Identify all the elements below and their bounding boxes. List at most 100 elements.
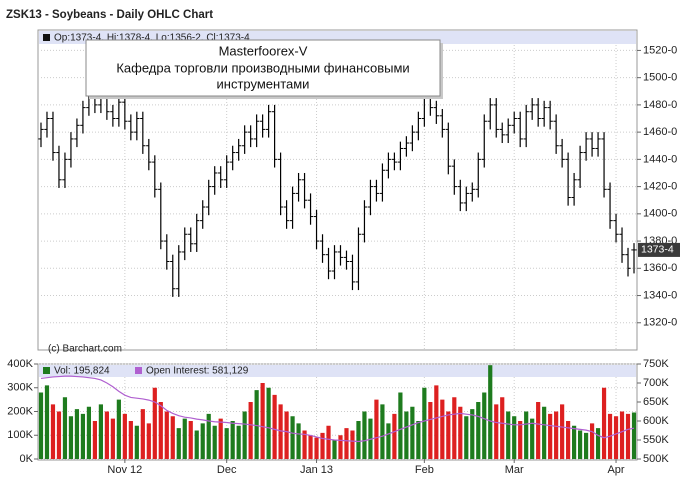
y2-tick-label: 500K <box>643 453 669 465</box>
volume-bar <box>476 402 481 459</box>
x-tick-label: Dec <box>217 464 237 476</box>
last-price-box <box>638 242 680 257</box>
chart-title: ZSK13 - Soybeans - Daily OHLC Chart <box>6 9 213 21</box>
volume-bar <box>86 406 92 459</box>
volume-bar <box>536 402 541 459</box>
volume-bar <box>464 416 469 459</box>
y-tick-label: 400K <box>7 358 33 370</box>
volume-bar <box>422 387 427 459</box>
y2-tick-label: 750K <box>643 358 669 370</box>
volume-bar <box>38 392 44 459</box>
volume-bar <box>218 418 223 459</box>
volume-bar <box>194 430 199 459</box>
volume-bar <box>488 365 493 459</box>
volume-bar <box>625 413 631 459</box>
volume-bar <box>530 418 535 459</box>
volume-bar <box>350 430 355 459</box>
volume-bar <box>152 387 157 459</box>
annotation-line: Кафедра торговли производными финансовым… <box>116 60 409 75</box>
annotation-title: Masterfoorex-V <box>219 43 308 58</box>
x-tick-label: Jan 13 <box>300 464 333 476</box>
volume-bar <box>122 413 127 459</box>
x-tick-label: Apr <box>607 464 624 476</box>
volume-bar <box>302 430 307 459</box>
oi-legend-swatch <box>135 367 142 374</box>
volume-bar <box>44 385 50 459</box>
y-tick-label: 300K <box>7 382 33 394</box>
volume-bar <box>140 409 145 459</box>
volume-bar <box>386 423 391 459</box>
y-tick-label: 200K <box>7 405 33 417</box>
volume-legend-band <box>39 365 636 377</box>
volume-bar <box>284 411 289 459</box>
volume-bar <box>128 421 133 459</box>
volume-bar <box>92 421 98 459</box>
last-price-label: 1373-4 <box>641 244 674 256</box>
y2-tick-label: 550K <box>643 434 669 446</box>
volume-bar <box>619 411 625 459</box>
volume-bar <box>494 404 499 459</box>
volume-bar <box>110 418 115 459</box>
y-tick-label: 1500-0 <box>643 72 677 84</box>
volume-bar <box>188 421 193 459</box>
volume-bar <box>320 432 325 459</box>
volume-bar <box>458 406 463 459</box>
volume-bar <box>314 437 319 459</box>
volume-bar <box>392 413 397 459</box>
volume-bar <box>589 423 595 459</box>
volume-bar <box>506 411 511 459</box>
volume-legend-swatch <box>43 367 50 374</box>
volume-bar <box>470 409 475 459</box>
volume-bar <box>404 411 409 459</box>
y2-tick-label: 600K <box>643 415 669 427</box>
volume-bar <box>524 411 529 459</box>
y-tick-label: 1400-0 <box>643 208 677 220</box>
volume-bar <box>158 402 163 459</box>
volume-bar <box>242 411 247 459</box>
price-legend-swatch <box>43 34 50 41</box>
volume-bar <box>98 404 103 459</box>
y-tick-label: 100K <box>7 429 33 441</box>
volume-bar <box>62 397 68 459</box>
volume-bar <box>326 425 331 459</box>
oi-legend: Open Interest: 581,129 <box>146 366 249 377</box>
annotation-line: инструментами <box>217 76 310 91</box>
y-tick-label: 1320-0 <box>643 317 677 329</box>
x-tick-label: Feb <box>415 464 434 476</box>
y2-tick-label: 650K <box>643 396 669 408</box>
volume-bar <box>176 428 181 459</box>
volume-bar <box>206 413 211 459</box>
volume-bar <box>278 404 283 459</box>
volume-bar <box>362 411 367 459</box>
volume-bar <box>482 392 487 459</box>
annotation: Masterfoorex-V Кафедра торговли производ… <box>85 39 443 99</box>
volume-bar <box>182 418 187 459</box>
volume-bar <box>272 394 277 459</box>
volume-bar <box>290 416 295 459</box>
volume-bar <box>116 399 121 459</box>
volume-legend: Vol: 195,824 <box>54 366 110 377</box>
y-tick-label: 1420-0 <box>643 181 677 193</box>
y-tick-label: 1460-0 <box>643 126 677 138</box>
y-tick-label: 1440-0 <box>643 153 677 165</box>
volume-bar <box>512 416 517 459</box>
volume-bar <box>554 411 559 459</box>
volume-bar <box>260 383 265 459</box>
volume-bar <box>577 430 583 459</box>
volume-bar <box>56 411 62 459</box>
volume-bar <box>236 425 241 459</box>
volume-bar <box>296 423 301 459</box>
volume-bar <box>170 416 175 459</box>
volume-bar <box>518 421 523 459</box>
y-tick-label: 0K <box>20 453 34 465</box>
volume-bar <box>164 411 169 459</box>
volume-bar <box>583 432 589 459</box>
volume-bar <box>601 387 607 459</box>
volume-bar <box>428 402 433 459</box>
volume-bar <box>74 409 80 459</box>
volume-bar <box>416 421 421 459</box>
volume-bar <box>434 385 439 459</box>
y-tick-label: 1520-0 <box>643 44 677 56</box>
volume-bar <box>104 411 109 459</box>
